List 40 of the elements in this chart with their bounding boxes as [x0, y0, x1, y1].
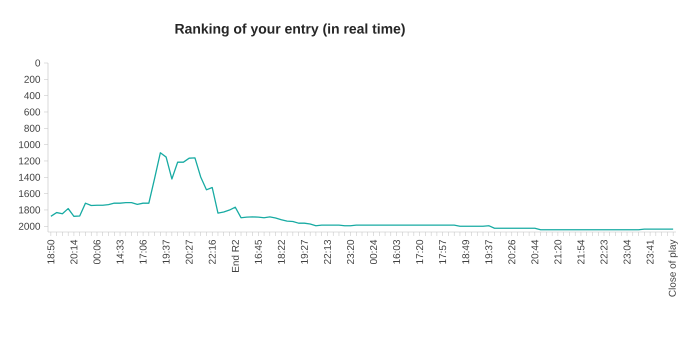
y-tick-label: 1000	[19, 141, 40, 148]
x-tick-label: 20:26	[508, 240, 516, 264]
x-tick-label: 22:23	[600, 240, 608, 264]
x-tick-label: 00:24	[370, 240, 378, 264]
x-tick-label: 00:06	[93, 240, 101, 264]
y-tick-label: 1800	[19, 206, 40, 214]
x-tick-label: 23:04	[624, 240, 631, 264]
x-tick-label: 20:27	[186, 240, 193, 264]
y-tick-label: 1600	[19, 190, 40, 198]
x-tick-label: 17:06	[140, 240, 147, 264]
y-tick-label: 0	[35, 59, 40, 67]
y-tick-label: 400	[24, 92, 40, 100]
x-tick-label: 18:49	[462, 240, 470, 264]
x-tick-label: 18:22	[278, 240, 285, 264]
x-tick-label: 14:33	[116, 240, 124, 264]
y-tick-label: 1200	[19, 157, 40, 164]
y-tick-label: 600	[24, 108, 40, 116]
x-tick-label: 23:41	[646, 240, 654, 264]
x-tick-label: 17:20	[416, 240, 424, 264]
y-tick-label: 800	[24, 124, 40, 132]
y-tick-label: 1400	[19, 174, 40, 181]
x-tick-label: 20:14	[70, 240, 78, 264]
x-tick-label: 19:37	[485, 240, 492, 264]
x-tick-label: 20:44	[531, 240, 538, 264]
x-tick-label: 21:54	[577, 240, 584, 264]
x-tick-label: 21:20	[554, 240, 562, 264]
chart-title: Ranking of your entry (in real time)	[175, 23, 405, 37]
x-tick-label: 19:37	[162, 240, 170, 264]
x-tick-label: 22:13	[324, 240, 331, 264]
x-tick-label: 19:27	[300, 240, 308, 264]
x-tick-label: Close of play	[668, 240, 678, 297]
x-tick-label: 16:45	[254, 240, 262, 264]
y-tick-label: 2000	[18, 222, 40, 230]
x-tick-label: 22:16	[208, 240, 216, 264]
y-tick-label: 200	[24, 76, 40, 83]
x-tick-label: End R2	[232, 240, 239, 272]
x-tick-label: 23:20	[346, 240, 354, 264]
x-tick-label: 17:57	[439, 240, 446, 264]
x-tick-label: 16:03	[393, 240, 400, 264]
x-tick-label: 18:50	[47, 240, 54, 264]
